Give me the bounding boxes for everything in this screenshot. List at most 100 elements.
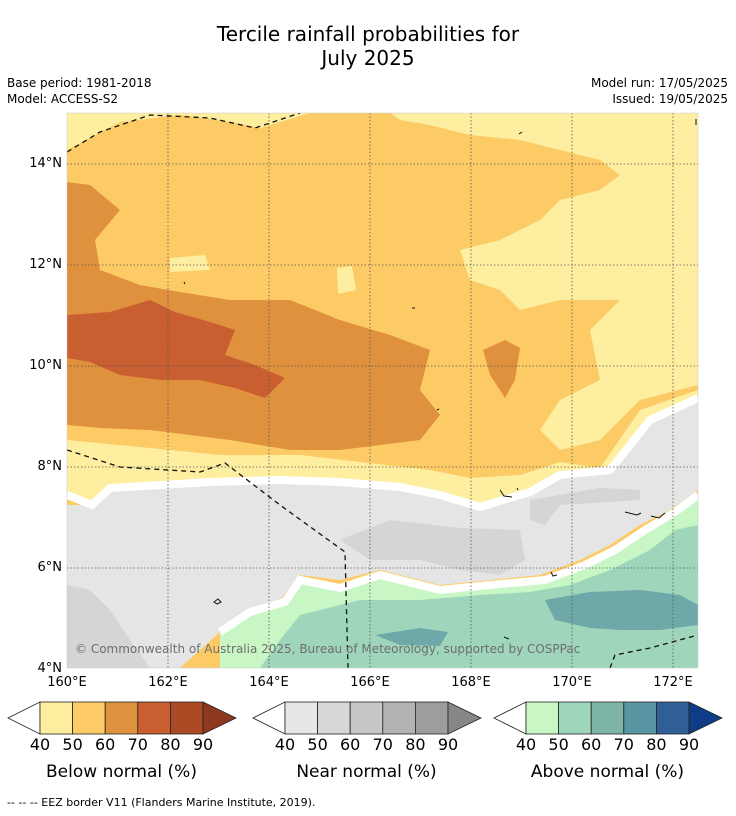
colorbar-above-70-80 — [623, 701, 657, 735]
colorbar-below-80-90 — [169, 701, 204, 735]
colorbar-above — [493, 701, 723, 735]
lon-label-160e: 160°E — [47, 675, 87, 690]
near-normal-patch-mid — [340, 520, 525, 575]
colorbar-below-70-80 — [137, 701, 171, 735]
lat-label-12n: 12°N — [29, 257, 62, 272]
colorbar-near-tick: 60 — [340, 735, 361, 754]
graticule — [67, 113, 698, 668]
colorbar-below-tick: 50 — [62, 735, 83, 754]
title-line-1: Tercile rainfall probabilities for — [216, 22, 520, 46]
colorbar-near-title: Near normal (%) — [296, 762, 437, 782]
colorbar-below-tick: 40 — [29, 735, 51, 754]
colorbar-below-high-arrow — [202, 701, 237, 735]
colorbar-near-50-60 — [317, 701, 351, 735]
base-period: Base period: 1981-2018 — [7, 76, 152, 90]
colorbar-near-high-arrow — [447, 701, 482, 735]
lon-label-164e: 164°E — [249, 675, 289, 690]
lon-label-172e: 172°E — [653, 675, 693, 690]
colorbar-near-60-70 — [349, 701, 384, 735]
eez-footnote: -- -- -- EEZ border V11 (Flanders Marine… — [7, 796, 316, 809]
colorbar-above-title: Above normal (%) — [530, 762, 685, 782]
boundary-white-line-2 — [217, 491, 698, 636]
below-60-70-patch — [483, 340, 520, 398]
colorbar-above-80-90 — [656, 701, 690, 735]
lat-label-8n: 8°N — [37, 459, 63, 474]
meta-left: Base period: 1981-2018 Model: ACCESS-S2 — [7, 75, 152, 107]
colorbar-above-low-arrow — [493, 701, 527, 735]
colorbar-above-tick: 80 — [646, 735, 667, 754]
below-40-50-south-band — [67, 390, 698, 505]
islands — [183, 119, 697, 640]
island — [518, 131, 523, 135]
island — [213, 598, 222, 605]
boundary-white-line — [67, 394, 698, 512]
meta-right: Model run: 17/05/2025 Issued: 19/05/2025 — [591, 75, 728, 107]
near-normal-patch-sw — [67, 585, 150, 668]
colorbar-above-tick: 60 — [581, 735, 602, 754]
colorbar-below-60-70 — [104, 701, 139, 735]
lat-label-10n: 10°N — [29, 358, 62, 373]
lon-label-162e: 162°E — [148, 675, 188, 690]
island — [550, 571, 558, 577]
island — [436, 408, 440, 411]
island — [650, 512, 666, 519]
map-title: Tercile rainfall probabilities for July … — [0, 22, 736, 70]
colorbar-below-40-50 — [39, 701, 73, 735]
eez-border-north — [67, 113, 301, 153]
below-70-80-field — [67, 300, 285, 398]
issued-date: Issued: 19/05/2025 — [612, 92, 728, 106]
colorbar-near — [252, 701, 482, 735]
island — [624, 511, 642, 516]
colorbar-above-60-70 — [590, 701, 625, 735]
colorbar-near-tick: 70 — [372, 735, 393, 754]
above-60-70-patch — [375, 628, 448, 646]
lon-label-168e: 168°E — [451, 675, 491, 690]
colorbar-above-tick: 40 — [515, 735, 537, 754]
island — [503, 636, 510, 640]
lon-label-166e: 166°E — [350, 675, 390, 690]
island — [516, 487, 519, 491]
copyright-notice: © Commonwealth of Australia 2025, Bureau… — [75, 642, 580, 656]
colorbar-below — [7, 701, 237, 735]
below-40-50-patch — [170, 255, 210, 272]
below-60-70-field — [67, 182, 440, 450]
colorbar-near-low-arrow — [252, 701, 286, 735]
colorbar-above-high-arrow — [688, 701, 723, 735]
colorbar-near-40-50 — [284, 701, 318, 735]
colorbar-below-tick: 60 — [95, 735, 116, 754]
colorbar-below-low-arrow — [7, 701, 41, 735]
colorbar-below-tick: 90 — [192, 735, 214, 754]
eez-border-southeast — [609, 634, 698, 668]
colorbar-near-tick: 80 — [405, 735, 426, 754]
colorbar-below-tick: 80 — [160, 735, 181, 754]
lon-label-170e: 170°E — [552, 675, 592, 690]
colorbar-below-50-60 — [72, 701, 106, 735]
colorbar-below-title: Below normal (%) — [46, 762, 197, 782]
colorbar-near-80-90 — [414, 701, 449, 735]
eez-borders — [67, 113, 698, 668]
lat-label-6n: 6°N — [37, 560, 63, 575]
eez-border-south — [67, 449, 349, 668]
colorbar-above-50-60 — [558, 701, 592, 735]
title-line-2: July 2025 — [321, 46, 415, 70]
island — [183, 281, 186, 285]
colorbar-near-tick: 90 — [437, 735, 459, 754]
above-60-70-field — [545, 590, 698, 630]
colorbar-near-tick: 50 — [307, 735, 328, 754]
colorbar-above-tick: 90 — [678, 735, 700, 754]
model-run: Model run: 17/05/2025 — [590, 76, 728, 90]
island — [499, 489, 513, 498]
below-40-50-patch2 — [337, 266, 356, 294]
colorbar-above-tick: 70 — [613, 735, 634, 754]
colorbar-near-tick: 40 — [274, 735, 296, 754]
lat-label-4n: 4°N — [37, 661, 63, 676]
colorbar-above-40-50 — [525, 701, 559, 735]
map-fields — [67, 113, 698, 668]
colorbar-near-70-80 — [382, 701, 416, 735]
lat-label-14n: 14°N — [29, 156, 62, 171]
near-normal-patch-east — [530, 488, 640, 525]
colorbar-below-tick: 70 — [127, 735, 148, 754]
above-50-60-field — [260, 525, 698, 668]
colorbar-above-tick: 50 — [548, 735, 569, 754]
